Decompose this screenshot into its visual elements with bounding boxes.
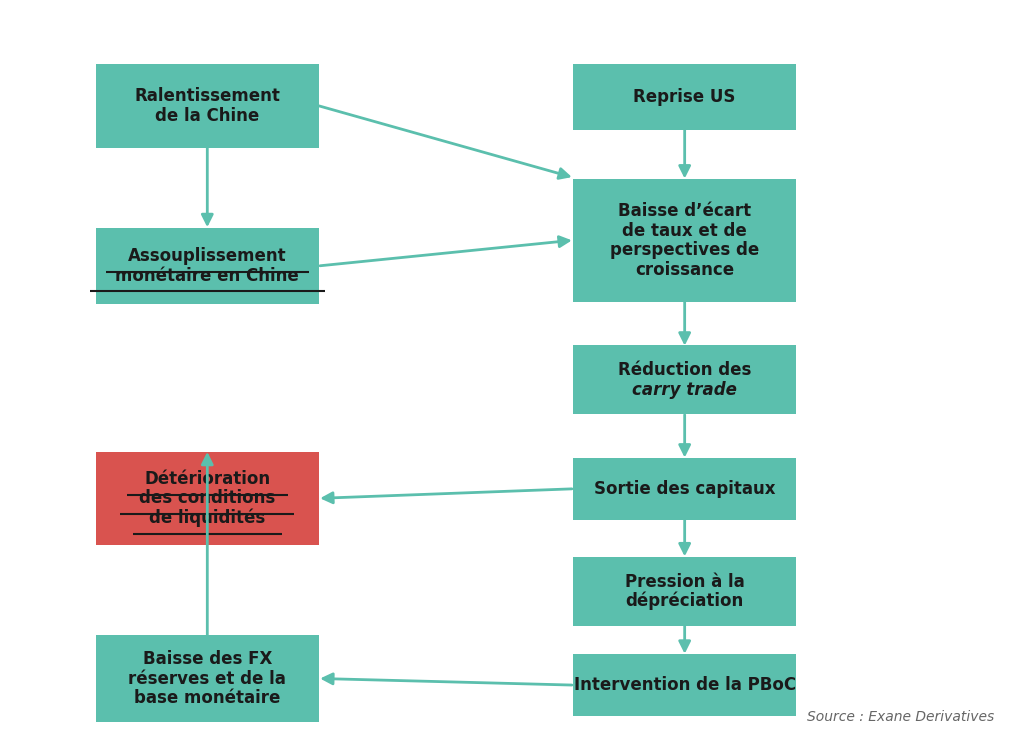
FancyBboxPatch shape	[95, 228, 319, 304]
Text: Source : Exane Derivatives: Source : Exane Derivatives	[807, 709, 994, 723]
Text: des conditions: des conditions	[139, 490, 275, 507]
Text: carry trade: carry trade	[632, 381, 737, 398]
FancyBboxPatch shape	[573, 65, 797, 130]
Text: Baisse des FX: Baisse des FX	[142, 650, 272, 668]
Text: de la Chine: de la Chine	[156, 107, 259, 125]
FancyBboxPatch shape	[573, 179, 797, 302]
Text: Détérioration: Détérioration	[144, 470, 270, 488]
Text: Ralentissement: Ralentissement	[134, 87, 281, 105]
Text: Pression à la: Pression à la	[625, 573, 744, 590]
FancyBboxPatch shape	[573, 654, 797, 716]
Text: Réduction des: Réduction des	[617, 361, 752, 379]
Text: monétaire en Chine: monétaire en Chine	[116, 267, 299, 284]
Text: croissance: croissance	[635, 261, 734, 279]
FancyBboxPatch shape	[573, 345, 797, 415]
Text: base monétaire: base monétaire	[134, 689, 281, 707]
Text: réserves et de la: réserves et de la	[128, 670, 287, 687]
Text: Assouplissement: Assouplissement	[128, 247, 287, 265]
Text: de liquidités: de liquidités	[150, 509, 265, 527]
FancyBboxPatch shape	[95, 635, 319, 722]
FancyBboxPatch shape	[573, 557, 797, 625]
Text: de taux et de: de taux et de	[623, 221, 748, 240]
Text: Reprise US: Reprise US	[634, 88, 736, 106]
Text: dépréciation: dépréciation	[626, 592, 743, 610]
Text: Baisse d’écart: Baisse d’écart	[618, 202, 752, 220]
FancyBboxPatch shape	[95, 64, 319, 148]
FancyBboxPatch shape	[573, 458, 797, 520]
Text: Intervention de la PBoC: Intervention de la PBoC	[573, 676, 796, 694]
Text: perspectives de: perspectives de	[610, 241, 759, 259]
Text: Sortie des capitaux: Sortie des capitaux	[594, 480, 775, 498]
FancyBboxPatch shape	[95, 452, 319, 545]
